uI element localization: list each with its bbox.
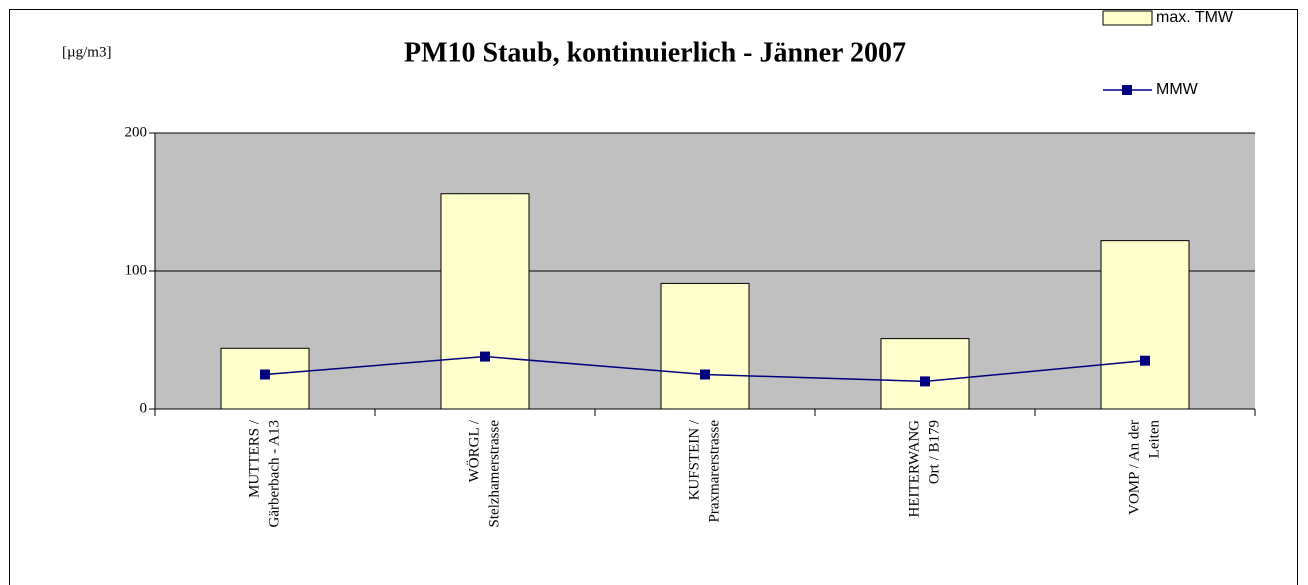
y-tick-label: 0 [140, 400, 148, 416]
x-tick-label: Gärberbach - A13 [266, 420, 282, 527]
x-tick-label: HEITERWANG [906, 420, 922, 518]
y-axis-label: [µg/m3] [62, 44, 111, 60]
y-tick-label: 200 [125, 124, 148, 140]
bar [660, 282, 750, 410]
bar [1100, 240, 1190, 410]
x-tick-label: WÖRGL / [465, 419, 482, 482]
legend-label: max. TMW [1156, 9, 1234, 26]
x-tick-label: Leiten [1146, 420, 1162, 459]
y-tick-label: 100 [125, 262, 148, 278]
x-tick-label: VOMP / An der [1126, 420, 1142, 515]
legend-marker [1122, 85, 1132, 95]
x-tick-label: Ort / B179 [926, 420, 942, 484]
bar [880, 338, 970, 410]
marker [700, 369, 710, 380]
x-tick-label: Praxmarerstrasse [706, 420, 722, 523]
legend-swatch [1102, 10, 1153, 26]
marker [920, 376, 930, 387]
x-tick-label: Stelzhamerstrasse [486, 420, 502, 528]
chart-title: PM10 Staub, kontinuierlich - Jänner 2007 [404, 37, 906, 68]
legend-label: MMW [1156, 81, 1199, 98]
marker [480, 351, 490, 362]
x-tick-label: KUFSTEIN / [686, 419, 702, 500]
bar [440, 193, 530, 410]
marker [1140, 355, 1150, 366]
x-tick-label: MUTTERS / [246, 419, 262, 498]
marker [260, 369, 270, 380]
